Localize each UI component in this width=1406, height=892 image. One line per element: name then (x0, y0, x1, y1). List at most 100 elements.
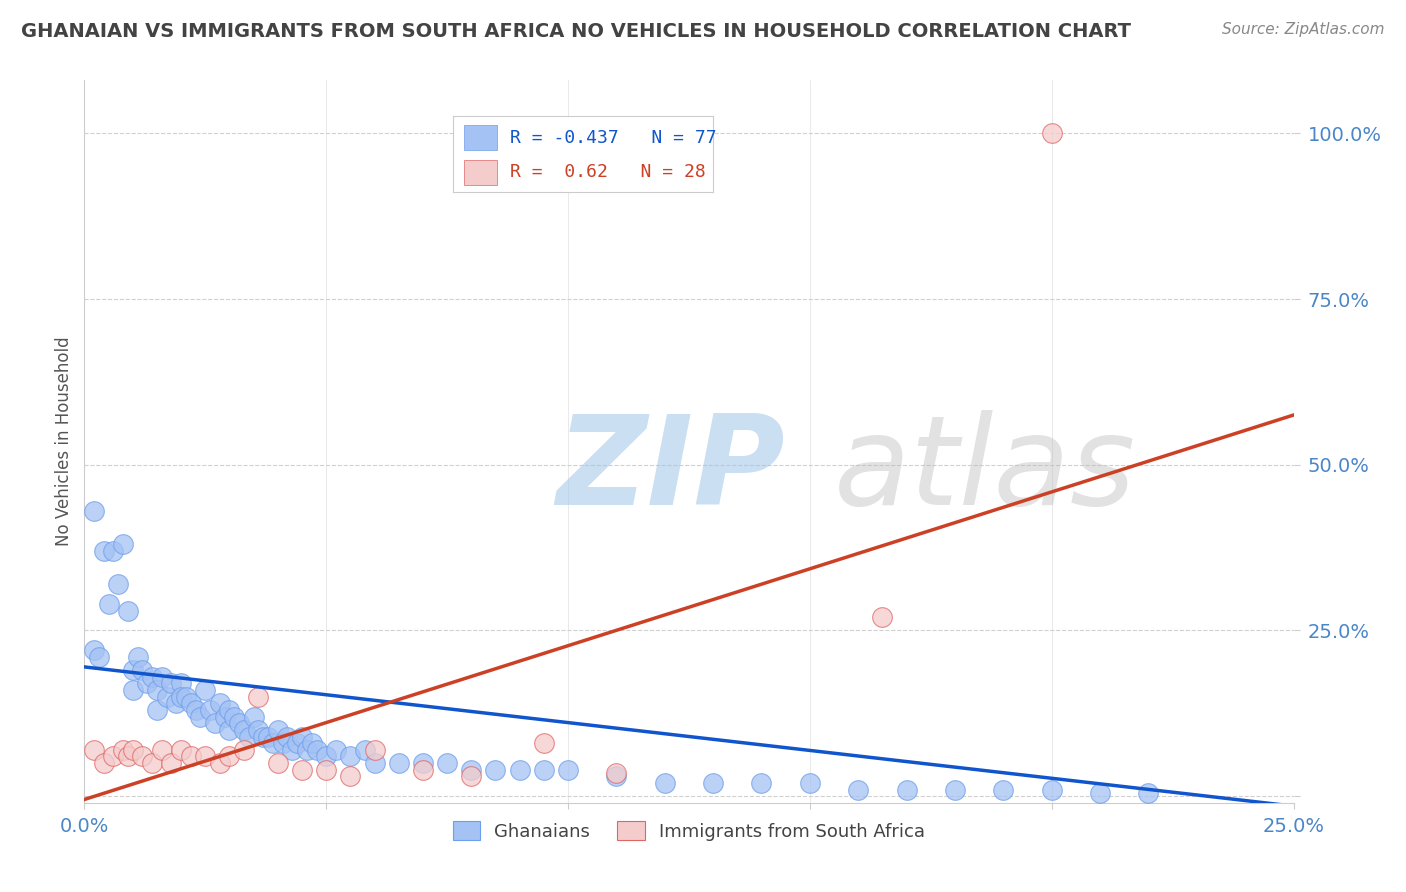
Point (252, 730, 274, 744)
Point (315, 749, 337, 764)
Point (112, 743, 135, 757)
Point (180, 749, 202, 764)
Point (751, 776, 773, 790)
Y-axis label: No Vehicles in Household: No Vehicles in Household (55, 336, 73, 547)
Point (146, 683, 169, 698)
Point (204, 716, 226, 731)
Point (208, 756, 231, 770)
Point (198, 703, 221, 717)
Text: ZIP: ZIP (555, 410, 785, 531)
Point (846, 782, 869, 797)
Point (896, 782, 918, 797)
Point (533, 763, 555, 777)
Point (285, 736, 308, 750)
Point (281, 743, 304, 757)
Point (533, 736, 555, 750)
Point (121, 743, 143, 757)
Point (267, 756, 290, 770)
Point (218, 723, 240, 737)
Point (218, 749, 240, 764)
Point (233, 723, 256, 737)
Point (993, 782, 1015, 797)
Point (363, 743, 385, 757)
Point (190, 709, 212, 723)
Point (87, 650, 110, 665)
Point (509, 763, 531, 777)
Point (354, 743, 377, 757)
Text: atlas: atlas (834, 410, 1136, 531)
Point (141, 670, 163, 684)
Point (1040, 126, 1063, 140)
Point (141, 756, 163, 770)
Point (146, 703, 169, 717)
Point (247, 723, 270, 737)
Point (654, 776, 676, 790)
Point (131, 663, 153, 677)
Point (702, 776, 724, 790)
Point (291, 763, 314, 777)
Point (170, 690, 193, 704)
Point (238, 730, 260, 744)
Point (224, 709, 246, 723)
Point (339, 749, 361, 764)
Point (180, 697, 202, 711)
Point (155, 690, 177, 704)
Point (160, 676, 183, 690)
Point (1137, 786, 1160, 800)
Point (136, 676, 159, 690)
Point (170, 676, 193, 690)
Point (325, 743, 347, 757)
Point (339, 769, 361, 783)
Point (305, 743, 328, 757)
Point (436, 756, 458, 770)
Point (103, 544, 125, 558)
Point (799, 776, 821, 790)
Point (242, 709, 264, 723)
Point (174, 690, 197, 704)
Point (301, 736, 323, 750)
Point (557, 763, 579, 777)
Legend: Ghanaians, Immigrants from South Africa: Ghanaians, Immigrants from South Africa (446, 814, 932, 848)
Point (131, 749, 153, 764)
Point (460, 763, 482, 777)
Point (93, 756, 115, 770)
Point (276, 730, 298, 744)
Point (291, 730, 314, 744)
Point (208, 697, 231, 711)
Point (214, 709, 236, 723)
Point (103, 749, 125, 764)
Text: Source: ZipAtlas.com: Source: ZipAtlas.com (1222, 22, 1385, 37)
Point (165, 697, 187, 711)
Point (271, 736, 294, 750)
Point (412, 763, 434, 777)
Point (484, 763, 506, 777)
Point (872, 610, 894, 624)
Point (150, 743, 173, 757)
Point (267, 723, 290, 737)
Point (363, 756, 385, 770)
Point (218, 703, 240, 717)
Point (93, 544, 115, 558)
Point (315, 763, 337, 777)
Point (107, 577, 129, 591)
Point (170, 743, 193, 757)
Point (83, 743, 105, 757)
Point (83, 643, 105, 657)
Point (117, 749, 139, 764)
Point (247, 690, 270, 704)
Point (127, 650, 149, 665)
Point (97, 597, 120, 611)
Point (150, 670, 173, 684)
Point (605, 769, 627, 783)
Point (1088, 786, 1111, 800)
Text: GHANAIAN VS IMMIGRANTS FROM SOUTH AFRICA NO VEHICLES IN HOUSEHOLD CORRELATION CH: GHANAIAN VS IMMIGRANTS FROM SOUTH AFRICA… (21, 22, 1130, 41)
Point (194, 749, 217, 764)
Point (117, 603, 139, 617)
Point (228, 716, 250, 731)
Point (112, 537, 135, 551)
Point (460, 769, 482, 783)
Point (1040, 782, 1063, 797)
Point (388, 756, 411, 770)
Point (184, 703, 207, 717)
Point (121, 683, 143, 698)
